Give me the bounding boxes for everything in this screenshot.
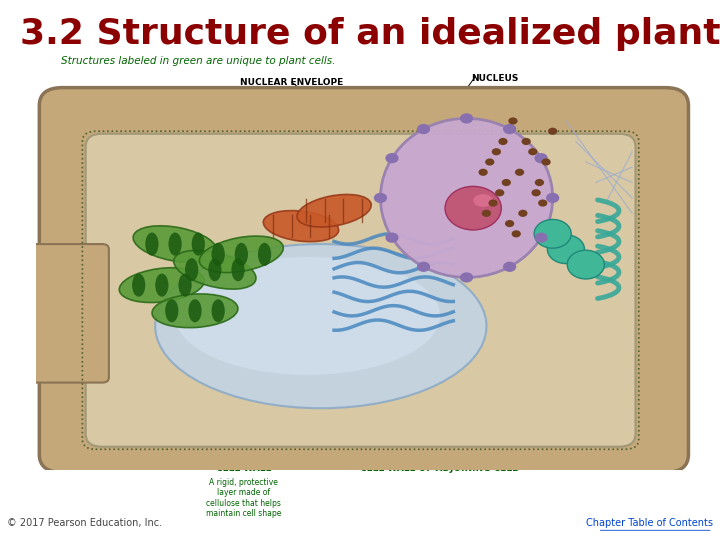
Circle shape xyxy=(417,124,430,134)
Circle shape xyxy=(512,230,521,238)
Text: VESICLE: VESICLE xyxy=(558,267,600,276)
Text: CYTOSKELETON: CYTOSKELETON xyxy=(558,144,638,153)
Ellipse shape xyxy=(445,186,501,230)
Text: A rigid, protective
layer made of
cellulose that helps
maintain cell shape: A rigid, protective layer made of cellul… xyxy=(206,478,281,518)
Circle shape xyxy=(546,193,559,203)
Ellipse shape xyxy=(120,268,204,302)
Ellipse shape xyxy=(231,258,245,281)
Text: 3.2 Structure of an idealized plant cell: 3.2 Structure of an idealized plant cell xyxy=(20,17,720,51)
Circle shape xyxy=(505,220,514,227)
Ellipse shape xyxy=(212,299,225,322)
Ellipse shape xyxy=(179,274,192,296)
Ellipse shape xyxy=(297,194,372,227)
Text: A storage sac that can hold
a variety of substances,
such as nutrients or water: A storage sac that can hold a variety of… xyxy=(484,357,590,387)
Circle shape xyxy=(531,189,541,197)
Circle shape xyxy=(488,199,498,207)
Text: Structures labeled in green are unique to plant cells.: Structures labeled in green are unique t… xyxy=(61,56,336,66)
Circle shape xyxy=(547,235,585,264)
Circle shape xyxy=(508,117,518,125)
Circle shape xyxy=(485,158,495,166)
Circle shape xyxy=(534,219,571,248)
Ellipse shape xyxy=(473,194,493,207)
Circle shape xyxy=(498,138,508,145)
Text: PLASMA MEMBRANE: PLASMA MEMBRANE xyxy=(220,438,324,448)
Ellipse shape xyxy=(132,274,145,296)
Circle shape xyxy=(502,179,511,186)
Circle shape xyxy=(385,233,399,243)
Ellipse shape xyxy=(174,251,256,289)
Circle shape xyxy=(534,233,548,243)
Circle shape xyxy=(495,189,504,197)
Text: Contains structures that
convert light energy into
food energy during the
proces: Contains structures that convert light e… xyxy=(61,190,161,230)
Ellipse shape xyxy=(156,274,168,296)
Circle shape xyxy=(548,127,557,135)
Circle shape xyxy=(503,124,516,134)
Circle shape xyxy=(385,153,399,163)
Ellipse shape xyxy=(380,118,553,278)
Ellipse shape xyxy=(165,299,179,322)
Circle shape xyxy=(528,148,537,156)
Circle shape xyxy=(521,138,531,145)
Text: Chapter Table of Contents: Chapter Table of Contents xyxy=(586,518,713,528)
Ellipse shape xyxy=(199,236,283,273)
Text: GOLGI APPARATUS: GOLGI APPARATUS xyxy=(558,179,652,188)
Text: NUCLEAR ENVELOPE: NUCLEAR ENVELOPE xyxy=(240,78,343,87)
Text: NUCLEUS: NUCLEUS xyxy=(472,74,519,83)
Ellipse shape xyxy=(133,226,217,262)
Circle shape xyxy=(417,262,430,272)
Text: © 2017 Pearson Education, Inc.: © 2017 Pearson Education, Inc. xyxy=(7,518,162,528)
Circle shape xyxy=(535,179,544,186)
Circle shape xyxy=(374,193,387,203)
Circle shape xyxy=(492,148,501,156)
Ellipse shape xyxy=(168,233,181,255)
Circle shape xyxy=(515,168,524,176)
Circle shape xyxy=(538,199,547,207)
Circle shape xyxy=(479,168,487,176)
Circle shape xyxy=(518,210,528,217)
Ellipse shape xyxy=(145,233,158,255)
Ellipse shape xyxy=(192,233,205,255)
Text: CELL WALL: CELL WALL xyxy=(216,464,271,474)
Text: CYTOPLASM: CYTOPLASM xyxy=(558,306,620,315)
Text: ENDOPLASMIC
RETICULUM (ER): ENDOPLASMIC RETICULUM (ER) xyxy=(325,198,402,218)
Text: RIBOSOMES: RIBOSOMES xyxy=(522,112,582,121)
Circle shape xyxy=(567,250,604,279)
Text: CELL WALL OF ADJOINING CELL: CELL WALL OF ADJOINING CELL xyxy=(360,464,518,474)
Circle shape xyxy=(503,262,516,272)
Ellipse shape xyxy=(152,294,238,328)
Circle shape xyxy=(534,153,548,163)
Circle shape xyxy=(460,272,473,282)
Text: MITOCHONDRION: MITOCHONDRION xyxy=(148,128,238,137)
Circle shape xyxy=(541,158,551,166)
Ellipse shape xyxy=(189,299,202,322)
Circle shape xyxy=(460,113,473,124)
Ellipse shape xyxy=(264,211,338,241)
Ellipse shape xyxy=(156,244,487,408)
Text: CENTRAL VACUOLE: CENTRAL VACUOLE xyxy=(484,344,580,353)
Text: CHLOROPLAST: CHLOROPLAST xyxy=(61,177,135,186)
Ellipse shape xyxy=(185,258,198,281)
Ellipse shape xyxy=(208,258,222,281)
FancyBboxPatch shape xyxy=(30,244,109,382)
Ellipse shape xyxy=(258,243,271,266)
FancyBboxPatch shape xyxy=(40,87,688,472)
FancyBboxPatch shape xyxy=(86,134,636,447)
Ellipse shape xyxy=(212,243,225,266)
Ellipse shape xyxy=(175,257,440,375)
Circle shape xyxy=(482,210,491,217)
Ellipse shape xyxy=(235,243,248,266)
